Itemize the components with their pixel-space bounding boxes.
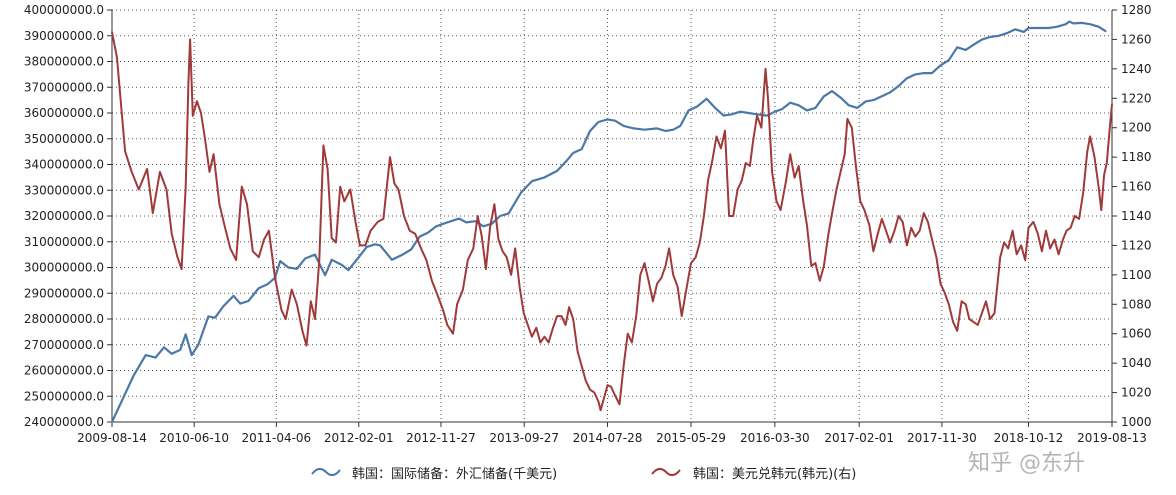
- x-tick-label: 2013-09-27: [489, 431, 559, 445]
- x-tick-label: 2017-11-30: [907, 431, 977, 445]
- left-tick-label: 310000000.0: [24, 235, 104, 249]
- x-tick-label: 2019-08-13: [1077, 431, 1147, 445]
- right-tick-label: 1280: [1121, 3, 1152, 17]
- watermark-text: 知乎 @东升: [968, 451, 1085, 476]
- right-tick-label: 1220: [1121, 91, 1152, 105]
- series-line-usdkrw: [111, 31, 1113, 412]
- x-tick-label: 2012-02-01: [324, 431, 394, 445]
- left-tick-label: 390000000.0: [24, 29, 104, 43]
- left-tick-label: 260000000.0: [24, 364, 104, 378]
- x-tick-label: 2018-10-12: [994, 431, 1064, 445]
- left-tick-label: 380000000.0: [24, 55, 104, 69]
- x-tick-label: 2010-06-10: [159, 431, 229, 445]
- left-tick-label: 360000000.0: [24, 106, 104, 120]
- x-tick-label: 2016-03-30: [740, 431, 810, 445]
- left-tick-label: 340000000.0: [24, 158, 104, 172]
- legend-swatch-usdkrw: [651, 468, 681, 476]
- left-tick-label: 270000000.0: [24, 338, 104, 352]
- legend-item-reserves: 韩国：国际储备：外汇储备(千美元): [311, 466, 557, 482]
- right-tick-label: 1020: [1121, 386, 1152, 400]
- right-tick-label: 1040: [1121, 356, 1152, 370]
- left-tick-label: 290000000.0: [24, 286, 104, 300]
- x-tick-label: 2009-08-14: [77, 431, 147, 445]
- legend-item-usdkrw: 韩国：美元兑韩元(韩元)(右): [651, 467, 856, 482]
- left-tick-label: 240000000.0: [24, 415, 104, 429]
- left-tick-label: 330000000.0: [24, 183, 104, 197]
- right-tick-label: 1100: [1121, 268, 1152, 282]
- x-tick-label: 2017-02-01: [824, 431, 894, 445]
- x-tick-label: 2012-11-27: [406, 431, 476, 445]
- left-tick-label: 300000000.0: [24, 261, 104, 275]
- legend-label-usdkrw: 韩国：美元兑韩元(韩元)(右): [693, 467, 856, 482]
- x-tick-label: 2015-05-29: [656, 431, 726, 445]
- left-tick-label: 250000000.0: [24, 389, 104, 403]
- left-tick-label: 350000000.0: [24, 132, 104, 146]
- left-tick-label: 280000000.0: [24, 312, 104, 326]
- legend: 韩国：国际储备：外汇储备(千美元) 韩国：美元兑韩元(韩元)(右): [311, 466, 856, 482]
- right-y-axis-ticks: 1280 1260 1240 1220 1200 1180 1160 1140 1120 1100…: [1112, 3, 1152, 429]
- right-tick-label: 1060: [1121, 327, 1152, 341]
- right-tick-label: 1000: [1121, 415, 1152, 429]
- right-tick-label: 1080: [1121, 297, 1152, 311]
- right-tick-label: 1140: [1121, 209, 1152, 223]
- x-tick-label: 2014-07-28: [573, 431, 643, 445]
- grid-lines: [112, 9, 1112, 422]
- x-axis-ticks: 2009-08-14 2010-06-10 2011-04-06 2012-02-01…: [77, 422, 1147, 445]
- left-y-axis-ticks: 400000000.0 390000000.0 380000000.0 3700000…: [24, 3, 112, 429]
- series-lines: [110, 20, 1113, 424]
- left-tick-label: 400000000.0: [24, 3, 104, 17]
- left-tick-label: 320000000.0: [24, 209, 104, 223]
- left-tick-label: 370000000.0: [24, 80, 104, 94]
- x-tick-label: 2011-04-06: [241, 431, 311, 445]
- right-tick-label: 1180: [1121, 150, 1152, 164]
- watermark: 知乎 @东升: [968, 451, 1085, 476]
- right-tick-label: 1160: [1121, 180, 1152, 194]
- series-line-reserves: [110, 20, 1107, 424]
- right-tick-label: 1260: [1121, 32, 1152, 46]
- right-tick-label: 1200: [1121, 121, 1152, 135]
- legend-swatch-reserves: [311, 468, 341, 476]
- right-tick-label: 1120: [1121, 238, 1152, 252]
- right-tick-label: 1240: [1121, 62, 1152, 76]
- legend-label-reserves: 韩国：国际储备：外汇储备(千美元): [352, 466, 557, 482]
